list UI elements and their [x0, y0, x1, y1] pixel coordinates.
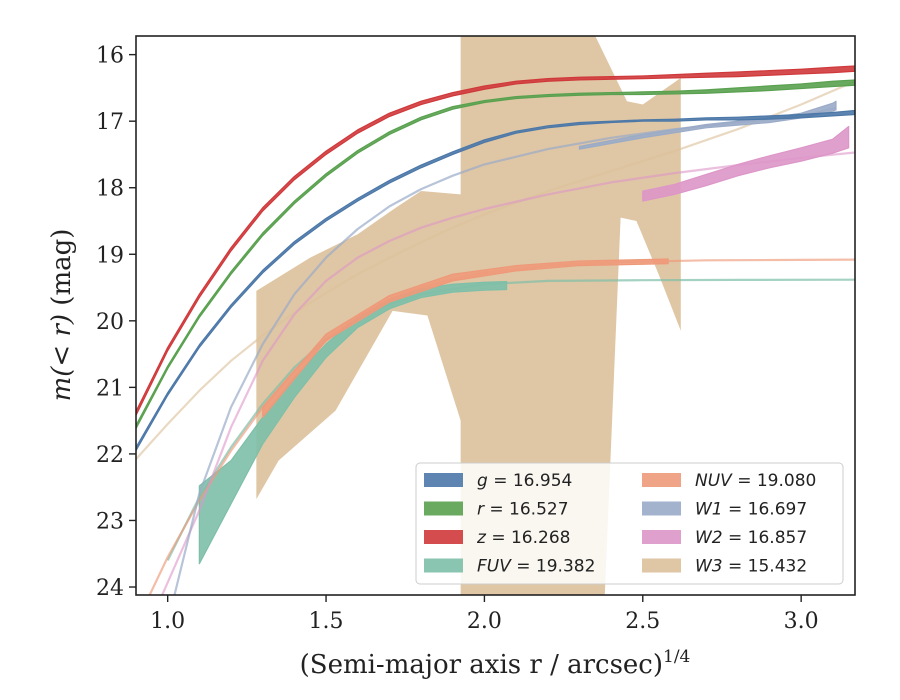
- series-nuv-band: [262, 258, 669, 418]
- legend-label: r = 16.527: [477, 500, 569, 520]
- legend-swatch: [642, 558, 681, 573]
- plot-frame: [135, 35, 856, 596]
- legend-entry-nuv: NUV = 19.080: [642, 471, 816, 491]
- legend-box: [415, 462, 844, 585]
- legend-swatch: [424, 558, 463, 573]
- legend-entry-g: g = 16.954: [424, 471, 572, 491]
- y-tick-label: 23: [96, 509, 124, 534]
- x-axis-ticks: 1.0 1.5 2.0 2.5 3.0: [150, 595, 819, 634]
- legend: g = 16.954 r = 16.527 z = 16.268 FUV = 19.3…: [415, 462, 844, 585]
- x-axis-label: (Semi-major axis r / arcsec)1/4: [300, 647, 691, 680]
- legend-entry-w2: W2 = 16.857: [642, 528, 807, 548]
- legend-swatch: [424, 473, 463, 487]
- y-axis-label: m(< r) (mag): [47, 229, 77, 402]
- y-tick-label: 20: [96, 310, 124, 335]
- legend-label: W2 = 16.857: [695, 528, 807, 548]
- x-tick-label: 3.0: [784, 609, 819, 634]
- legend-swatch: [424, 501, 463, 516]
- y-tick-label: 18: [96, 177, 124, 202]
- y-tick-label: 19: [96, 243, 124, 268]
- legend-swatch: [642, 473, 681, 487]
- legend-label: g = 16.954: [477, 471, 572, 491]
- y-axis-ticks: 16 17 18 19 20 21 22 23 24: [96, 44, 136, 601]
- legend-label: W3 = 15.432: [695, 557, 807, 577]
- series-layer: [136, 36, 855, 595]
- series-fuv-band: [198, 280, 508, 565]
- x-tick-label: 2.5: [625, 609, 660, 634]
- legend-entry-r: r = 16.527: [424, 500, 569, 520]
- legend-entry-w1: W1 = 16.697: [642, 500, 807, 520]
- legend-label: NUV = 19.080: [695, 471, 816, 491]
- legend-swatch: [424, 530, 463, 544]
- series-z-band: [136, 65, 855, 416]
- series-r-band: [136, 79, 855, 430]
- x-tick-label: 2.0: [467, 609, 502, 634]
- x-tick-label: 1.5: [309, 609, 344, 634]
- legend-swatch: [642, 530, 681, 544]
- y-tick-label: 22: [96, 443, 124, 468]
- y-tick-label: 17: [96, 110, 124, 135]
- legend-label: z = 16.268: [476, 528, 570, 548]
- legend-entry-fuv: FUV = 19.382: [424, 557, 595, 577]
- series-w2-model-line: [160, 151, 855, 595]
- x-tick-label: 1.0: [150, 609, 185, 634]
- series-w2-band: [642, 125, 850, 202]
- legend-label: FUV = 19.382: [477, 557, 595, 577]
- series-w3-area: [256, 36, 681, 595]
- legend-swatch: [642, 501, 681, 516]
- legend-entry-z: z = 16.268: [424, 528, 570, 548]
- y-tick-label: 21: [96, 376, 124, 401]
- legend-entry-w3: W3 = 15.432: [642, 557, 807, 577]
- y-tick-label: 16: [96, 44, 124, 69]
- series-g-band: [136, 109, 855, 452]
- series-w1-band: [578, 100, 837, 150]
- legend-label: W1 = 16.697: [695, 500, 807, 520]
- y-tick-label: 24: [96, 576, 124, 601]
